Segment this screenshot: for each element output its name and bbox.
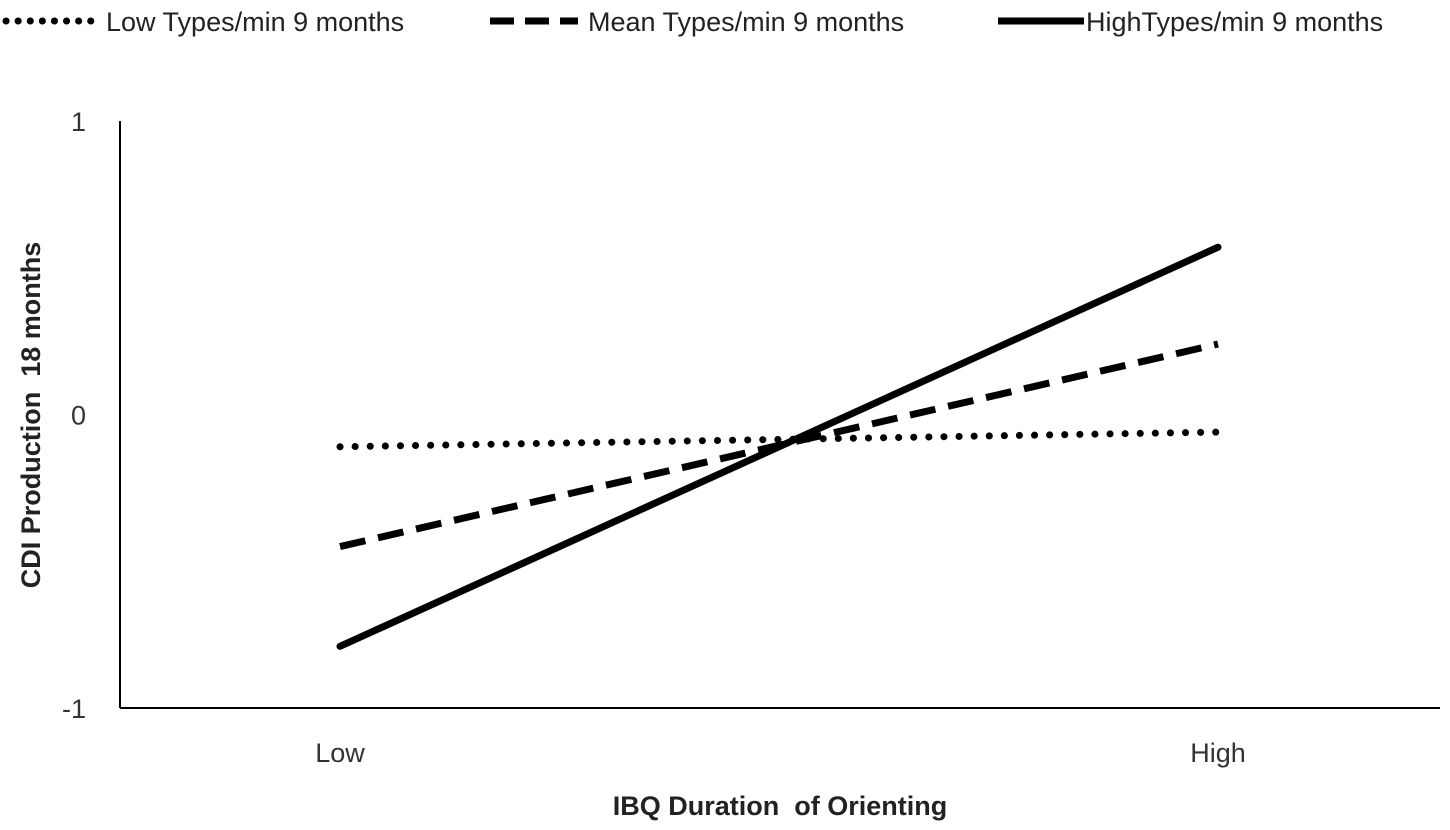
- series-line-high: [336, 243, 1222, 650]
- legend-label-high: HighTypes/min 9 months: [1086, 7, 1383, 37]
- legend-item-low: Low Types/min 9 months: [2, 7, 404, 37]
- legend-item-mean: Mean Types/min 9 months: [490, 7, 904, 37]
- x-tick-label-high: High: [1190, 738, 1246, 768]
- x-tick-label-low: Low: [315, 738, 365, 768]
- y-tick-label: 1: [71, 107, 86, 137]
- legend-label-mean: Mean Types/min 9 months: [588, 7, 904, 37]
- legend: Low Types/min 9 months Mean Types/min 9 …: [2, 7, 1383, 37]
- axes: [119, 121, 1440, 709]
- x-axis-title: IBQ Duration of Orienting: [613, 791, 947, 821]
- y-tick-label: 0: [71, 401, 86, 431]
- legend-label-low: Low Types/min 9 months: [106, 7, 404, 37]
- series-line-low: [336, 428, 1222, 451]
- y-tick-label: -1: [62, 694, 86, 724]
- x-tick-labels: Low High: [315, 738, 1246, 768]
- y-axis-title: CDI Production 18 months: [16, 242, 46, 589]
- y-tick-labels: 1 0 -1: [62, 107, 86, 724]
- legend-item-high: HighTypes/min 9 months: [998, 7, 1383, 37]
- series-lines: [336, 243, 1222, 650]
